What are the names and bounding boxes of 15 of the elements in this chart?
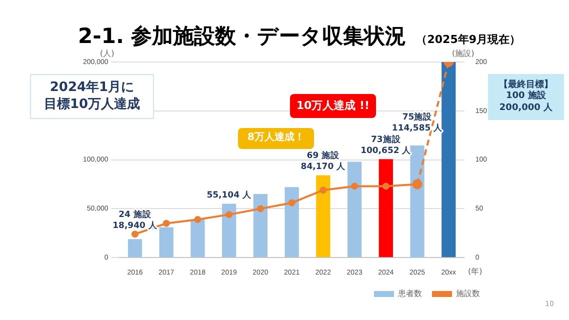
annotation: 目標10万人達成	[30, 96, 154, 120]
legend-label: 施設数	[456, 289, 480, 298]
data-label: 73施設 100,652 人	[360, 134, 412, 156]
chart-title: 2-1. 参加施設数・データ収集状況	[78, 24, 406, 48]
text: 【最終目標】 100 施設 200,000 人	[488, 74, 564, 120]
annotation: 10万人達成 !!	[290, 94, 376, 118]
y2-axis-title: (施設)	[452, 48, 474, 59]
y-axis-title: (人)	[100, 48, 114, 59]
legend-label: 患者数	[397, 289, 422, 298]
annotation: 2024年1月に	[30, 74, 154, 98]
annotation: 8万人達成！	[238, 128, 314, 148]
data-label: 69 施設 84,170 人	[300, 150, 347, 172]
x-axis-title: (年)	[468, 266, 482, 277]
chart-subtitle: （2025年9月現在）	[416, 33, 521, 46]
data-label: 55,104 人	[206, 190, 252, 201]
